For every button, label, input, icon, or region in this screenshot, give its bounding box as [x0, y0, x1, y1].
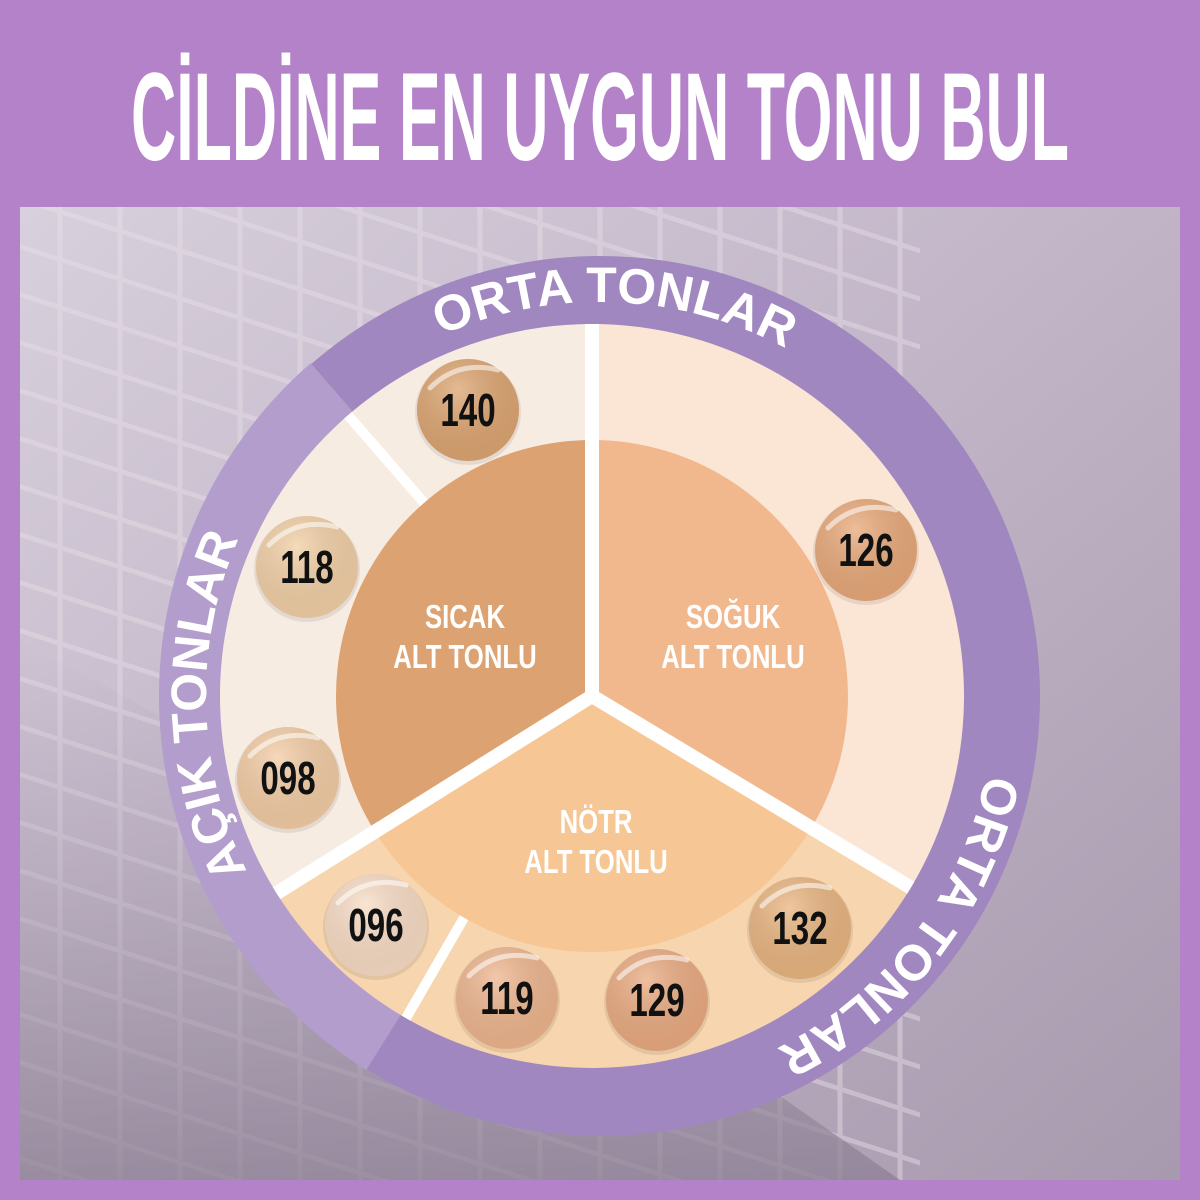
swatch-gloss	[815, 499, 917, 601]
divider-line	[272, 690, 596, 900]
swatch-gloss	[237, 727, 339, 829]
shade-swatches: 140 118 098 126 096 119 129 132	[235, 359, 919, 1055]
shade-swatch-118: 118	[254, 516, 360, 622]
swatch-highlight	[266, 521, 340, 548]
swatch-gloss	[325, 874, 427, 976]
page-title: CİLDİNE EN UYGUN TONU BUL	[131, 48, 1069, 187]
shade-code: 132	[772, 904, 827, 954]
svg-text:SOĞUK: SOĞUK	[686, 598, 781, 636]
shade-code: 119	[480, 974, 533, 1024]
divider-line	[588, 689, 915, 894]
svg-text:ALT TONLU: ALT TONLU	[393, 639, 536, 676]
sub-divider-line	[401, 915, 469, 1021]
svg-text:ALT TONLU: ALT TONLU	[661, 639, 804, 676]
shade-code: 098	[260, 754, 315, 804]
swatch-gloss	[456, 947, 558, 1049]
center-neutral	[374, 696, 812, 952]
swatch-highlight	[427, 364, 501, 391]
swatch-highlight	[466, 952, 540, 979]
svg-text:NÖTR: NÖTR	[560, 804, 633, 841]
shade-swatch-129: 129	[604, 949, 710, 1055]
shade-code: 118	[280, 543, 333, 593]
swatch-highlight	[247, 732, 321, 759]
shade-swatch-126: 126	[813, 499, 919, 605]
shade-code: 126	[838, 526, 893, 576]
swatch-highlight	[759, 882, 833, 909]
shade-swatch-098: 098	[235, 727, 341, 833]
shade-swatch-140: 140	[415, 359, 521, 465]
swatch-gloss	[256, 516, 358, 618]
shade-code: 096	[348, 901, 403, 951]
shade-swatch-096: 096	[323, 874, 429, 980]
svg-text:SICAK: SICAK	[425, 599, 506, 636]
sub-divider-line	[344, 411, 428, 507]
undertone-cool-label: SOĞUK ALT TONLU	[661, 598, 804, 676]
swatch-gloss	[417, 359, 519, 461]
shade-code: 140	[440, 386, 495, 436]
swatch-highlight	[616, 954, 690, 981]
swatch-gloss	[606, 949, 708, 1051]
swatch-highlight	[825, 504, 899, 531]
undertone-warm-label: SICAK ALT TONLU	[393, 599, 536, 676]
svg-text:ALT TONLU: ALT TONLU	[524, 844, 667, 881]
swatch-gloss	[749, 877, 851, 979]
swatch-highlight	[335, 879, 409, 906]
shade-swatch-132: 132	[747, 877, 853, 983]
undertone-neutral-label: NÖTR ALT TONLU	[524, 804, 667, 881]
shade-swatch-119: 119	[454, 947, 560, 1053]
shade-code: 129	[629, 976, 684, 1026]
outer-ring-light-segment	[158, 363, 404, 1070]
